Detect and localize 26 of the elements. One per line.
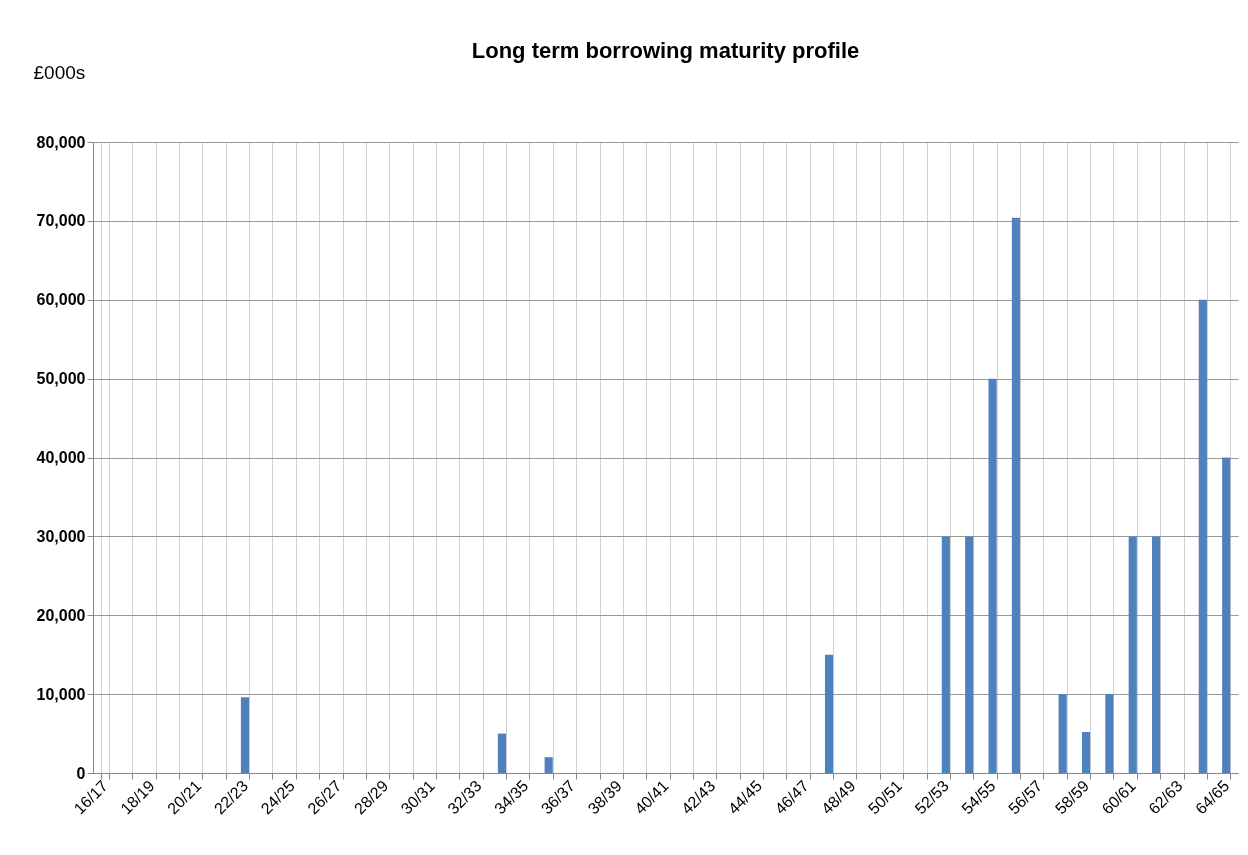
y-tick-label: 30,000 [36, 527, 86, 545]
bar [1105, 694, 1114, 773]
bar [1128, 536, 1137, 773]
y-tick-label: 60,000 [36, 291, 86, 309]
bar [941, 536, 950, 773]
y-tick-label: 40,000 [36, 449, 86, 466]
bar [1081, 731, 1091, 773]
bar [240, 697, 250, 773]
bar [1011, 217, 1021, 773]
bar [988, 378, 997, 773]
bar [965, 536, 974, 773]
bar [544, 757, 553, 773]
y-tick-label: 10,000 [36, 685, 86, 703]
chart-title: Long term borrowing maturity profile [471, 38, 860, 63]
bar [1058, 694, 1067, 773]
bar [1222, 457, 1231, 773]
bar [1152, 536, 1161, 773]
y-tick-label: 70,000 [36, 212, 86, 230]
bar [497, 733, 507, 773]
y-tick-label: 50,000 [36, 370, 86, 388]
y-tick-label: 80,000 [36, 133, 86, 151]
bar [1198, 299, 1207, 773]
y-tick-label: 0 [76, 764, 86, 782]
y-axis-title: £000s [33, 61, 86, 83]
y-tick-label: 20,000 [36, 606, 86, 624]
bar [824, 654, 834, 773]
